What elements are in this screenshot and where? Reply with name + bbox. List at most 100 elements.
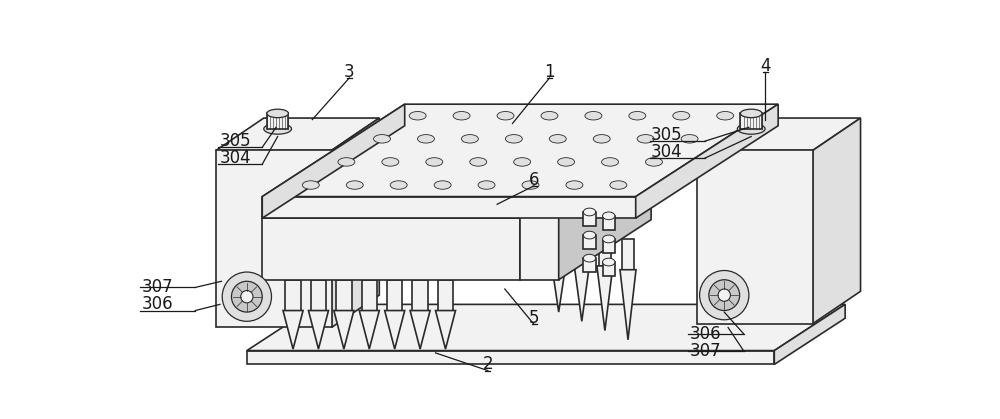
Polygon shape <box>262 104 405 218</box>
Ellipse shape <box>583 231 596 239</box>
Circle shape <box>700 271 749 320</box>
Ellipse shape <box>374 134 391 143</box>
Polygon shape <box>311 280 326 310</box>
Polygon shape <box>359 310 379 349</box>
Ellipse shape <box>549 134 566 143</box>
Polygon shape <box>262 104 778 197</box>
Ellipse shape <box>426 158 443 166</box>
Ellipse shape <box>593 134 610 143</box>
Ellipse shape <box>583 254 596 262</box>
Ellipse shape <box>646 158 662 166</box>
Polygon shape <box>520 189 559 280</box>
Circle shape <box>718 289 730 301</box>
Ellipse shape <box>558 158 575 166</box>
Ellipse shape <box>505 134 522 143</box>
Ellipse shape <box>453 111 470 120</box>
Ellipse shape <box>603 258 615 266</box>
Polygon shape <box>436 310 456 349</box>
Ellipse shape <box>522 181 539 189</box>
Polygon shape <box>636 104 778 218</box>
Polygon shape <box>599 235 611 266</box>
Polygon shape <box>262 218 520 280</box>
Ellipse shape <box>346 181 363 189</box>
Polygon shape <box>576 231 588 262</box>
Polygon shape <box>740 114 762 129</box>
Ellipse shape <box>409 111 426 120</box>
Polygon shape <box>334 310 354 349</box>
Polygon shape <box>520 129 651 189</box>
Ellipse shape <box>514 158 531 166</box>
Polygon shape <box>603 262 615 276</box>
Polygon shape <box>583 235 596 249</box>
Polygon shape <box>438 280 453 310</box>
Text: 305: 305 <box>651 126 683 144</box>
Text: 5: 5 <box>529 309 539 327</box>
Polygon shape <box>283 310 303 349</box>
Text: 306: 306 <box>141 295 173 313</box>
Polygon shape <box>622 239 634 270</box>
Polygon shape <box>247 304 845 351</box>
Polygon shape <box>332 118 379 328</box>
Ellipse shape <box>566 181 583 189</box>
Text: 2: 2 <box>483 355 493 373</box>
Polygon shape <box>559 129 651 280</box>
Circle shape <box>231 281 262 312</box>
Text: 306: 306 <box>690 325 721 343</box>
Ellipse shape <box>382 158 399 166</box>
Polygon shape <box>216 118 379 150</box>
Ellipse shape <box>434 181 451 189</box>
Text: 1: 1 <box>544 63 555 81</box>
Circle shape <box>241 290 253 303</box>
Text: 304: 304 <box>220 149 252 167</box>
Text: 3: 3 <box>344 63 355 81</box>
Polygon shape <box>412 280 428 310</box>
Polygon shape <box>697 150 813 323</box>
Ellipse shape <box>541 111 558 120</box>
Polygon shape <box>262 158 613 218</box>
Text: 307: 307 <box>141 279 173 296</box>
Circle shape <box>709 280 740 310</box>
Text: 6: 6 <box>529 171 539 189</box>
Ellipse shape <box>681 134 698 143</box>
Ellipse shape <box>470 158 487 166</box>
Polygon shape <box>583 258 596 272</box>
Polygon shape <box>387 280 402 310</box>
Ellipse shape <box>629 111 646 120</box>
Ellipse shape <box>610 181 627 189</box>
Ellipse shape <box>603 212 615 220</box>
Ellipse shape <box>740 109 762 118</box>
Circle shape <box>222 272 271 321</box>
Text: 304: 304 <box>651 143 683 161</box>
Polygon shape <box>697 118 861 150</box>
Ellipse shape <box>497 111 514 120</box>
Text: 307: 307 <box>690 341 721 360</box>
Polygon shape <box>216 150 332 328</box>
Polygon shape <box>247 351 774 365</box>
Polygon shape <box>410 310 430 349</box>
Ellipse shape <box>603 235 615 243</box>
Polygon shape <box>583 212 596 226</box>
Polygon shape <box>603 239 615 253</box>
Polygon shape <box>620 270 636 340</box>
Polygon shape <box>520 158 613 280</box>
Ellipse shape <box>461 134 478 143</box>
Polygon shape <box>336 280 352 310</box>
Polygon shape <box>553 228 565 258</box>
Text: 305: 305 <box>220 132 252 150</box>
Polygon shape <box>262 197 636 218</box>
Ellipse shape <box>673 111 690 120</box>
Ellipse shape <box>717 111 734 120</box>
Polygon shape <box>774 304 845 365</box>
Polygon shape <box>574 262 590 321</box>
Ellipse shape <box>585 111 602 120</box>
Ellipse shape <box>478 181 495 189</box>
Ellipse shape <box>637 134 654 143</box>
Ellipse shape <box>602 158 619 166</box>
Text: 4: 4 <box>760 57 770 75</box>
Ellipse shape <box>338 158 355 166</box>
Ellipse shape <box>302 181 319 189</box>
Ellipse shape <box>390 181 407 189</box>
Polygon shape <box>813 118 861 323</box>
Polygon shape <box>603 216 615 230</box>
Polygon shape <box>551 258 567 312</box>
